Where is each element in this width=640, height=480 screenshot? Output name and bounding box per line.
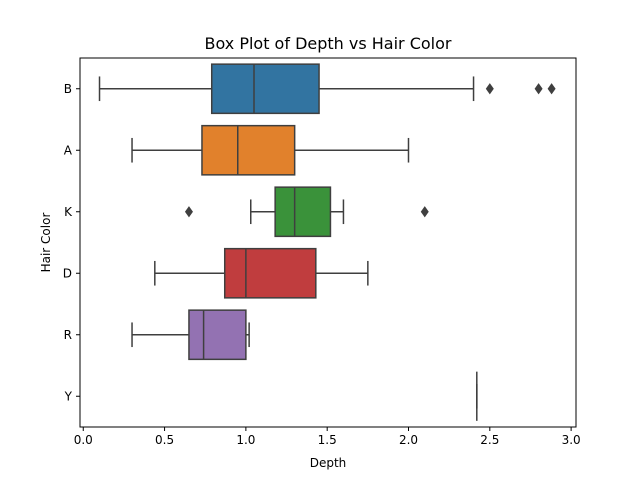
outlier-B-0	[485, 83, 494, 95]
x-tick-label-0: 0.0	[74, 433, 93, 447]
box-D	[154, 247, 369, 299]
y-axis-label: Hair Color	[39, 213, 53, 273]
box-iqr-A	[201, 124, 296, 176]
x-tick-label-1: 0.5	[155, 433, 174, 447]
box-R	[131, 309, 250, 361]
outlier-K-1	[420, 206, 429, 218]
y-tick-label-D: D	[63, 266, 72, 280]
x-tick-label-6: 3.0	[562, 433, 581, 447]
x-axis-label: Depth	[310, 456, 347, 470]
y-axis-ticks: B A K D R Y	[63, 82, 80, 403]
y-tick-label-K: K	[64, 205, 73, 219]
x-tick-label-4: 2.0	[399, 433, 418, 447]
box-iqr-R	[188, 309, 247, 361]
chart-marks	[98, 63, 556, 421]
box-iqr-D	[223, 247, 317, 299]
box-A	[131, 124, 410, 176]
box-iqr-B	[210, 63, 320, 115]
x-tick-label-5: 2.5	[480, 433, 499, 447]
x-tick-label-2: 1.0	[236, 433, 255, 447]
outlier-B-2	[547, 83, 556, 95]
box-B	[98, 63, 556, 115]
chart-title: Box Plot of Depth vs Hair Color	[204, 34, 451, 53]
y-tick-label-A: A	[64, 143, 73, 157]
box-iqr-K	[274, 186, 332, 238]
box-K	[184, 186, 429, 238]
x-axis-ticks: 0.0 0.5 1.0 1.5 2.0 2.5 3.0	[74, 427, 581, 447]
x-tick-label-3: 1.5	[318, 433, 337, 447]
outlier-B-1	[534, 83, 543, 95]
y-tick-label-R: R	[64, 328, 72, 342]
y-tick-label-Y: Y	[64, 389, 73, 403]
plot-area-frame	[79, 57, 577, 428]
outlier-K-0	[184, 206, 193, 218]
y-tick-label-B: B	[64, 82, 72, 96]
